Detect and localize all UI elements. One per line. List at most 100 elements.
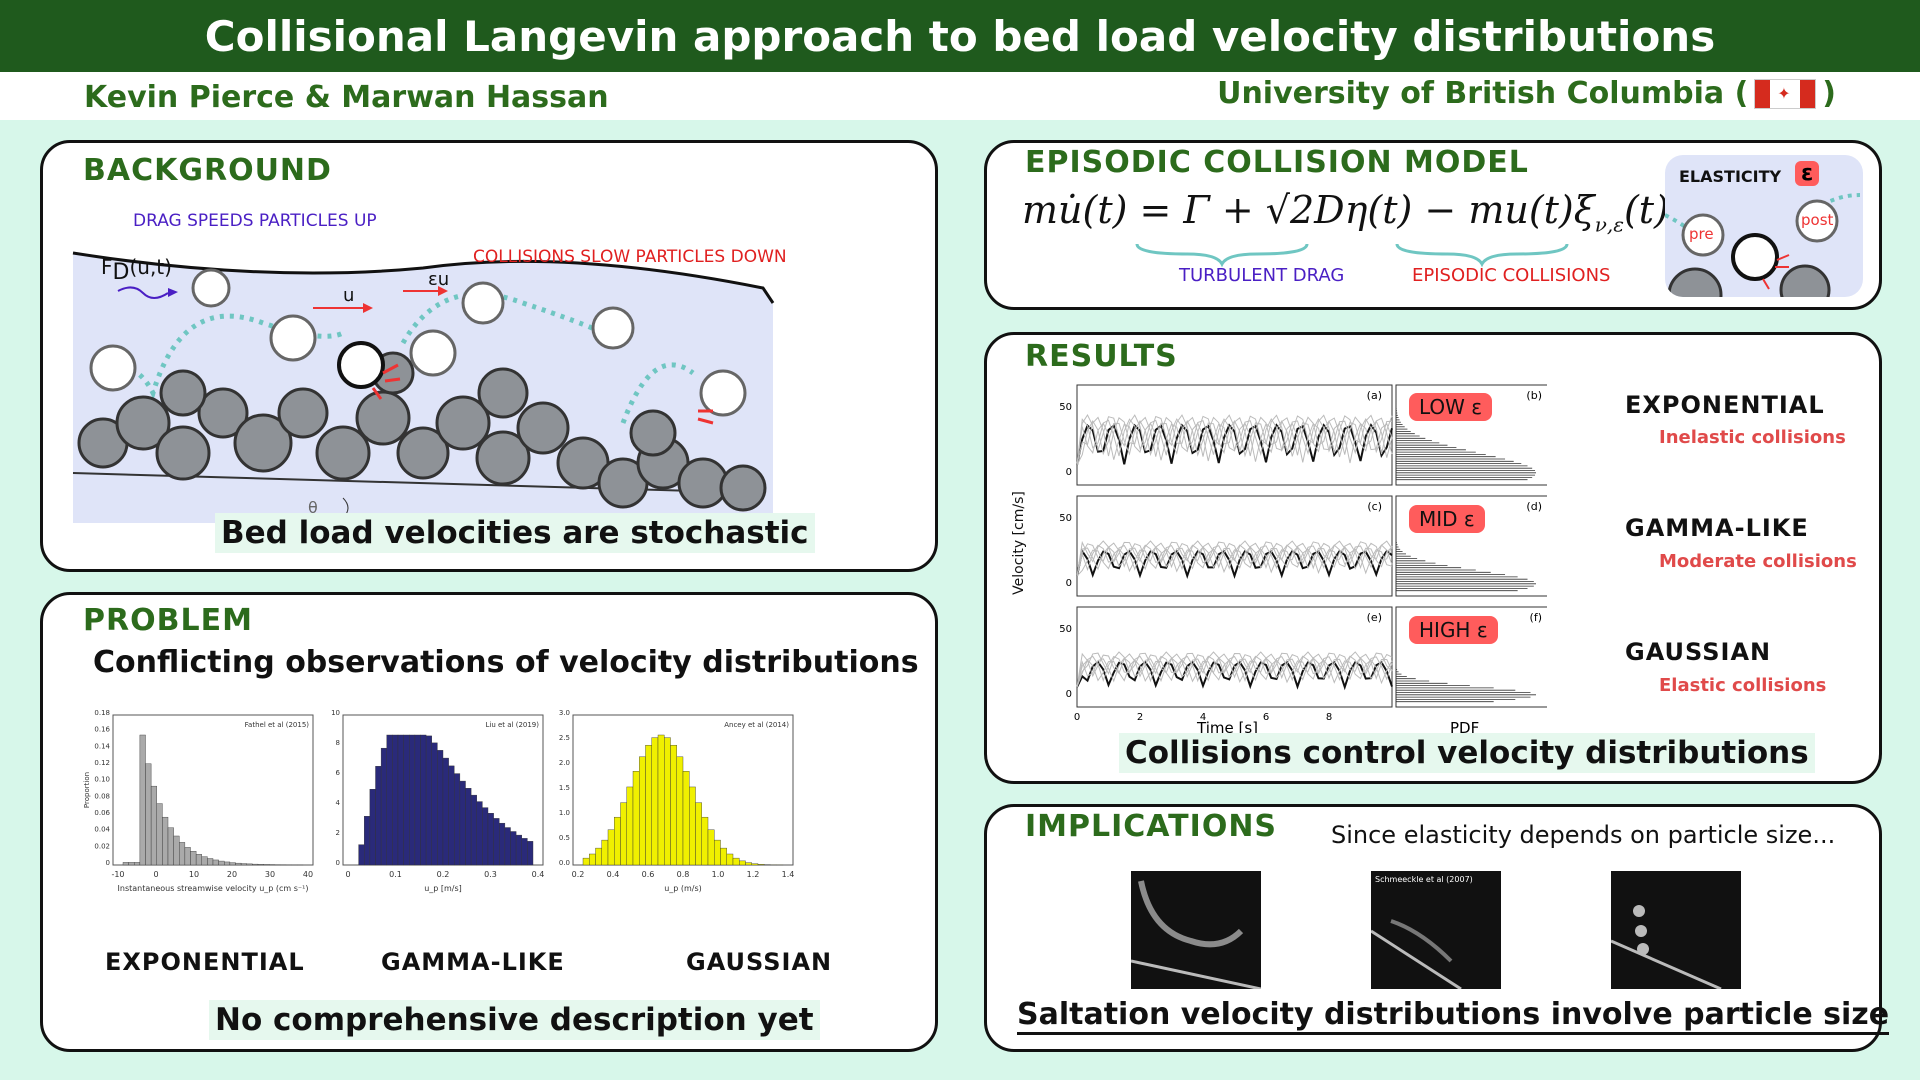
y-tick-label: 2.0 <box>559 759 570 767</box>
results-title: RESULTS <box>1025 339 1178 374</box>
x-tick-label: 0.2 <box>572 870 585 879</box>
histogram-bar <box>173 835 180 866</box>
histogram-bar <box>207 858 214 866</box>
x-tick-label: 0.6 <box>642 870 655 879</box>
histogram-bar <box>380 747 387 866</box>
panel-label-trace: (c) <box>1367 500 1382 513</box>
histogram-bar <box>246 863 253 866</box>
badge-mid: MID ε <box>1409 505 1485 533</box>
implications-panel: IMPLICATIONS Since elasticity depends on… <box>984 804 1890 1052</box>
velocity-trace <box>1076 423 1393 466</box>
histogram-bar <box>645 744 652 866</box>
histogram-bar <box>470 794 477 866</box>
results-ylabel: Velocity [cm/s] <box>1010 491 1027 595</box>
implications-intro: Since elasticity depends on particle siz… <box>1331 821 1836 849</box>
equation-braces <box>1135 243 1569 268</box>
problem-panel: PROBLEM Conflicting observations of velo… <box>40 592 938 1052</box>
pre-label: pre <box>1689 225 1714 243</box>
x-tick-label: 0.3 <box>484 870 497 879</box>
histogram-bar <box>145 763 152 866</box>
saltation-photo-2: Schmeeckle et al (2007) <box>1371 871 1501 989</box>
turbulent-drag-label: TURBULENT DRAG <box>1179 265 1345 286</box>
histogram-bar <box>726 853 734 866</box>
histogram-bar <box>701 816 709 866</box>
result-exponential-desc: Inelastic collisions <box>1659 427 1846 448</box>
implications-takeaway: Saltation velocity distributions involve… <box>1017 997 1890 1035</box>
background-takeaway: Bed load velocities are stochastic <box>215 513 815 553</box>
result-gaussian: GAUSSIAN <box>1625 638 1772 666</box>
histogram-bar <box>128 862 135 866</box>
histogram-bar <box>620 802 627 866</box>
badge-high: HIGH ε <box>1409 616 1498 644</box>
velocity-trace <box>1076 659 1393 688</box>
y-tick-label: 0.04 <box>94 826 110 834</box>
y-tick-label: 0.16 <box>94 726 110 734</box>
y-tick-label: 3.0 <box>559 709 570 717</box>
slope-angle-label: θ <box>308 498 318 517</box>
result-row-0: (a) (b) 50 0 <box>1059 384 1547 486</box>
y-tick-label: 0.5 <box>559 834 570 842</box>
x-tick-label: 0 <box>153 870 158 879</box>
histogram-bar <box>739 860 746 866</box>
x-tick-label: 0.4 <box>607 870 620 879</box>
x-tick-label: 20 <box>227 870 237 879</box>
histogram-bar <box>403 734 410 866</box>
elasticity-label: ELASTICITY <box>1679 167 1782 186</box>
x-tick-label: 0.2 <box>437 870 450 879</box>
histogram-bar <box>499 822 506 866</box>
results-pdf-label: PDF <box>1450 719 1480 737</box>
panel-label-trace: (e) <box>1367 611 1382 624</box>
histogram-bar <box>459 780 466 866</box>
problem-label-gamma: GAMMA-LIKE <box>381 948 565 976</box>
histogram-bar <box>493 818 500 866</box>
histogram-bar <box>448 765 455 866</box>
panel-label-pdf: (f) <box>1530 611 1542 624</box>
histogram-bar <box>639 756 646 866</box>
x-axis-label: u_p [m/s] <box>424 884 462 893</box>
result-row-1: (c) (d) 50 0 <box>1059 495 1547 597</box>
histogram-bar <box>732 857 740 866</box>
velocity-trace <box>1076 657 1393 688</box>
rebound-velocity-label: εu <box>428 269 449 290</box>
y-tick-label: 2 <box>336 829 340 837</box>
post-label: post <box>1801 211 1834 229</box>
poster-title: Collisional Langevin approach to bed loa… <box>0 0 1920 72</box>
author-bar: Kevin Pierce & Marwan Hassan University … <box>0 72 1920 120</box>
velocity-trace <box>1076 542 1393 577</box>
y-tick-label: 0.0 <box>559 859 570 867</box>
y-tick-label: 1.0 <box>559 809 570 817</box>
y-tick-label: 2.5 <box>559 734 570 742</box>
results-takeaway: Collisions control velocity distribution… <box>1119 733 1815 773</box>
problem-plot-1: Liu et al (2019) 0 0.1 0.2 0.3 0.4 0 2 4 6 8 10 u_p … <box>331 709 544 893</box>
histogram-bar <box>162 816 169 866</box>
problem-subtitle: Conflicting observations of velocity dis… <box>93 645 919 680</box>
histogram-bar <box>420 734 427 866</box>
problem-title: PROBLEM <box>83 603 253 638</box>
histogram-bar <box>134 862 141 866</box>
velocity-trace <box>1076 652 1393 688</box>
panel-label-pdf: (d) <box>1526 500 1542 513</box>
histogram-bar <box>442 757 449 866</box>
bed-load-diagram: u εu θ <box>72 251 775 523</box>
histogram-bar <box>720 847 727 866</box>
x-tick-label: 0 <box>345 870 350 879</box>
histogram-bar <box>601 839 609 866</box>
y-tick-label: 0.06 <box>94 809 110 817</box>
histogram-bar <box>521 838 528 866</box>
histogram-bar <box>397 734 404 866</box>
histogram-bar <box>695 802 702 866</box>
x-tick-label: 30 <box>265 870 275 879</box>
result-gaussian-desc: Elastic collisions <box>1659 675 1827 696</box>
histogram-bar <box>184 847 191 866</box>
velocity-label: u <box>343 285 354 306</box>
y-tick-label: 0 <box>1066 578 1072 589</box>
histogram-bar <box>431 742 438 866</box>
histogram-bar <box>757 864 765 866</box>
y-tick-label: 0.14 <box>94 742 110 750</box>
problem-takeaway: No comprehensive description yet <box>209 1000 820 1040</box>
authors: Kevin Pierce & Marwan Hassan <box>84 80 609 115</box>
x-tick-label: 2 <box>1137 712 1143 723</box>
histogram-bar <box>682 771 690 866</box>
y-tick-label: 0.12 <box>94 759 110 767</box>
histogram-bar <box>607 829 615 866</box>
